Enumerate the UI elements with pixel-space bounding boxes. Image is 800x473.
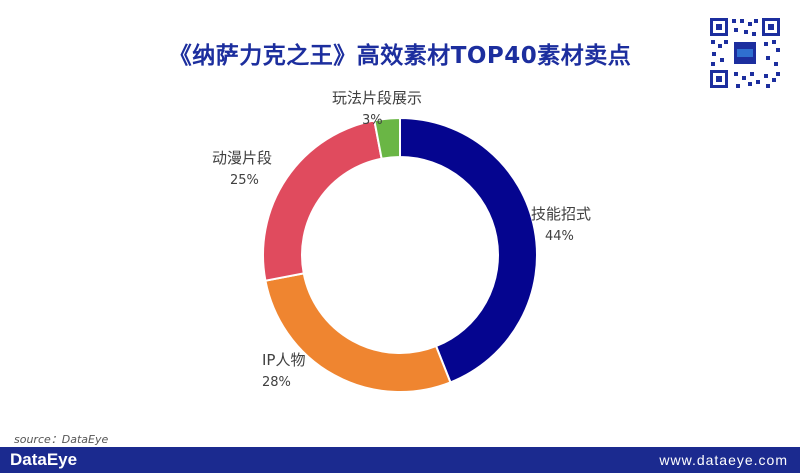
footer-bar: DataEye www.dataeye.com	[0, 447, 800, 473]
donut-slice-2	[262, 119, 383, 282]
qr-code-icon	[708, 16, 782, 90]
slice-percent-0: 44%	[545, 229, 574, 244]
donut-slice-3	[373, 116, 401, 160]
footer-url: www.dataeye.com	[659, 452, 788, 468]
source-note: source：DataEye	[14, 433, 109, 446]
slice-label-1: IP人物	[262, 351, 305, 369]
donut-slice-0	[399, 116, 538, 384]
chart-title: 《纳萨力克之王》高效素材TOP40素材卖点	[168, 43, 632, 69]
donut-slice-1	[264, 272, 452, 393]
slice-percent-2: 25%	[230, 173, 259, 188]
slice-label-3: 玩法片段展示	[332, 89, 422, 107]
brand-logo: DataEye	[10, 450, 78, 469]
slice-percent-3: 3%	[362, 113, 383, 128]
slice-label-0: 技能招式	[531, 205, 591, 223]
slice-percent-1: 28%	[262, 375, 291, 390]
slice-label-2: 动漫片段	[212, 149, 272, 167]
